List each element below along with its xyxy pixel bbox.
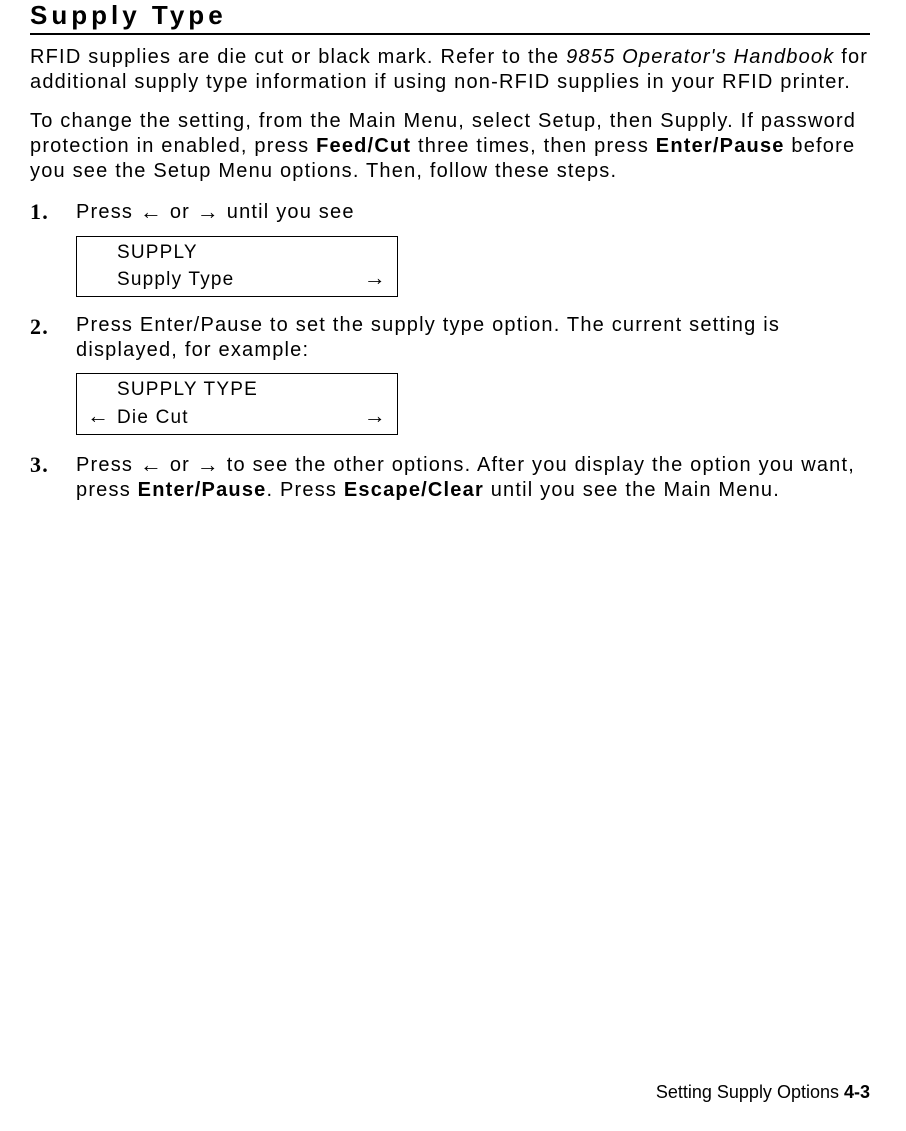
right-arrow-icon: →	[197, 199, 220, 224]
step3-bold-escapeclear: Escape/Clear	[344, 479, 484, 501]
step3-text-d: . Press	[266, 479, 343, 501]
left-arrow-icon: ←	[140, 199, 163, 224]
step-2: Press Enter/Pause to set the supply type…	[30, 313, 870, 435]
lcd1-row1: SUPPLY	[87, 241, 387, 265]
footer-text: Setting Supply Options	[656, 1082, 844, 1102]
step3-bold-enterpause: Enter/Pause	[138, 479, 267, 501]
left-arrow-icon: ←	[140, 452, 163, 477]
lcd2-line1-text: SUPPLY TYPE	[117, 378, 363, 402]
intro2-text-b: three times, then press	[411, 135, 656, 157]
section-title: Supply Type	[30, 0, 870, 35]
lcd1-line2-text: Supply Type	[117, 268, 363, 292]
lcd2-line2-text: Die Cut	[117, 406, 363, 430]
lcd2-row1: SUPPLY TYPE	[87, 378, 387, 402]
intro2-bold-feedcut: Feed/Cut	[316, 135, 411, 157]
page-footer: Setting Supply Options 4-3	[656, 1082, 870, 1103]
intro-paragraph-1: RFID supplies are die cut or black mark.…	[30, 45, 870, 95]
step-3: Press ← or → to see the other options. A…	[30, 451, 870, 504]
lcd2-row2: ← Die Cut →	[87, 402, 387, 430]
right-arrow-icon: →	[363, 264, 387, 292]
lcd-display-2: SUPPLY TYPE ← Die Cut →	[76, 373, 398, 435]
lcd1-row2: Supply Type →	[87, 264, 387, 292]
lcd1-line1-text: SUPPLY	[117, 241, 363, 265]
intro2-bold-enterpause: Enter/Pause	[656, 135, 785, 157]
step1-text-b: or	[163, 201, 197, 223]
step3-text-e: until you see the Main Menu.	[484, 479, 780, 501]
intro1-text-a: RFID supplies are die cut or black mark.…	[30, 46, 566, 68]
right-arrow-icon: →	[363, 402, 387, 430]
step-1: Press ← or → until you see SUPPLY Supply…	[30, 198, 870, 297]
step1-text-c: until you see	[220, 201, 355, 223]
footer-page-number: 4-3	[844, 1082, 870, 1102]
lcd-display-1: SUPPLY Supply Type →	[76, 236, 398, 298]
step3-text-a: Press	[76, 454, 140, 476]
left-arrow-icon: ←	[87, 402, 117, 430]
step1-text-a: Press	[76, 201, 140, 223]
intro1-italic: 9855 Operator's Handbook	[566, 46, 834, 68]
right-arrow-icon: →	[197, 452, 220, 477]
page: Supply Type RFID supplies are die cut or…	[0, 0, 906, 1131]
step2-text: Press Enter/Pause to set the supply type…	[76, 314, 780, 361]
steps-list: Press ← or → until you see SUPPLY Supply…	[30, 198, 870, 503]
step3-text-b: or	[163, 454, 197, 476]
intro-paragraph-2: To change the setting, from the Main Men…	[30, 109, 870, 184]
